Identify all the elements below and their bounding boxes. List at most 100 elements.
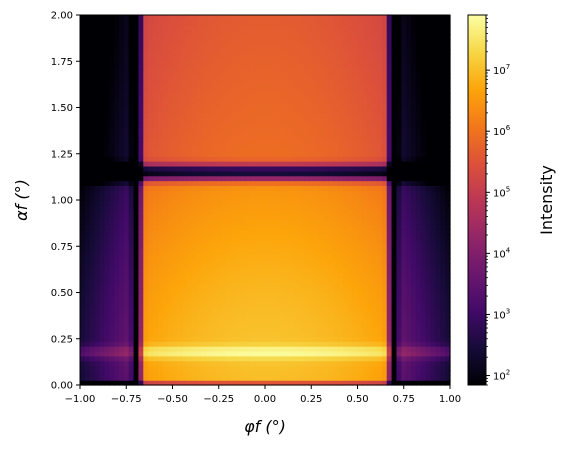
heatmap-cell	[372, 195, 378, 201]
heatmap-cell	[250, 88, 256, 94]
heatmap-cell	[299, 346, 305, 352]
heatmap-cell	[167, 170, 174, 177]
heatmap-cell	[172, 122, 178, 128]
heatmap-cell	[153, 350, 159, 357]
heatmap-cell	[89, 360, 96, 367]
heatmap-cell	[357, 107, 363, 113]
heatmap-cell	[196, 141, 203, 148]
heatmap-cell	[84, 277, 91, 284]
heatmap-cell	[182, 195, 188, 201]
heatmap-cell	[352, 97, 359, 104]
heatmap-cell	[143, 341, 149, 347]
heatmap-cell	[94, 204, 101, 211]
heatmap-cell	[342, 297, 349, 303]
heatmap-cell	[118, 365, 125, 371]
heatmap-cell	[357, 73, 363, 79]
heatmap-cell	[187, 117, 193, 123]
heatmap-cell	[187, 107, 193, 113]
heatmap-cell	[362, 156, 368, 162]
heatmap-cell	[118, 92, 125, 99]
heatmap-cell	[84, 131, 91, 138]
heatmap-cell	[381, 277, 388, 284]
heatmap-cell	[313, 321, 320, 328]
heatmap-cell	[391, 365, 398, 371]
heatmap-cell	[406, 331, 412, 337]
heatmap-cell	[381, 365, 388, 371]
heatmap-cell	[133, 190, 140, 196]
heatmap-cell	[133, 214, 140, 221]
heatmap-cell	[109, 355, 115, 362]
heatmap-cell	[411, 380, 417, 386]
heatmap-cell	[284, 355, 290, 362]
heatmap-cell	[138, 200, 144, 206]
heatmap-cell	[289, 253, 295, 260]
heatmap-cell	[211, 326, 217, 333]
heatmap-cell	[352, 238, 359, 245]
heatmap-cell	[401, 122, 407, 128]
heatmap-cell	[411, 307, 417, 313]
heatmap-cell	[167, 146, 174, 152]
heatmap-cell	[284, 190, 290, 196]
heatmap-cell	[245, 102, 251, 109]
heatmap-cell	[323, 185, 329, 191]
heatmap-cell	[386, 316, 393, 323]
heatmap-cell	[206, 263, 213, 269]
heatmap-cell	[226, 360, 232, 367]
heatmap-cell	[133, 175, 140, 182]
heatmap-cell	[342, 131, 349, 138]
heatmap-cell	[235, 97, 242, 104]
heatmap-cell	[128, 331, 135, 337]
heatmap-cell	[323, 68, 329, 75]
heatmap-cell	[347, 258, 354, 264]
heatmap-cell	[177, 146, 183, 152]
heatmap-cell	[80, 92, 86, 99]
heatmap-cell	[313, 346, 320, 352]
heatmap-cell	[313, 224, 320, 230]
heatmap-cell	[157, 83, 164, 89]
heatmap-cell	[211, 336, 217, 342]
heatmap-cell	[250, 156, 256, 162]
heatmap-cell	[333, 151, 339, 157]
heatmap-cell	[133, 307, 140, 313]
heatmap-cell	[415, 238, 422, 245]
heatmap-cell	[187, 238, 193, 245]
heatmap-cell	[430, 258, 436, 264]
heatmap-cell	[162, 102, 169, 109]
heatmap-cell	[299, 185, 305, 191]
heatmap-cell	[318, 131, 325, 138]
heatmap-cell	[128, 365, 135, 371]
heatmap-cell	[381, 370, 388, 376]
heatmap-cell	[411, 161, 417, 167]
heatmap-cell	[318, 156, 325, 162]
heatmap-cell	[338, 195, 344, 201]
heatmap-cell	[303, 200, 310, 206]
heatmap-cell	[338, 126, 344, 133]
heatmap-cell	[206, 161, 213, 167]
heatmap-cell	[430, 380, 436, 386]
heatmap-cell	[303, 253, 310, 260]
heatmap-cell	[386, 326, 393, 333]
heatmap-cell	[172, 229, 178, 235]
heatmap-cell	[265, 263, 271, 269]
heatmap-cell	[396, 297, 402, 303]
heatmap-cell	[230, 302, 237, 308]
heatmap-cell	[187, 355, 193, 362]
heatmap-cell	[435, 141, 441, 148]
heatmap-cell	[303, 238, 310, 245]
heatmap-cell	[245, 336, 251, 342]
heatmap-cell	[245, 263, 251, 269]
heatmap-cell	[294, 112, 300, 118]
heatmap-cell	[445, 326, 451, 333]
heatmap-cell	[255, 165, 261, 172]
heatmap-cell	[201, 380, 208, 386]
heatmap-cell	[381, 185, 388, 191]
heatmap-cell	[187, 268, 193, 274]
heatmap-cell	[347, 175, 354, 182]
heatmap-cell	[157, 355, 164, 362]
heatmap-cell	[80, 297, 86, 303]
heatmap-cell	[118, 156, 125, 162]
heatmap-cell	[445, 311, 451, 318]
heatmap-cell	[128, 380, 135, 386]
heatmap-cell	[80, 209, 86, 216]
heatmap-cell	[352, 141, 359, 148]
